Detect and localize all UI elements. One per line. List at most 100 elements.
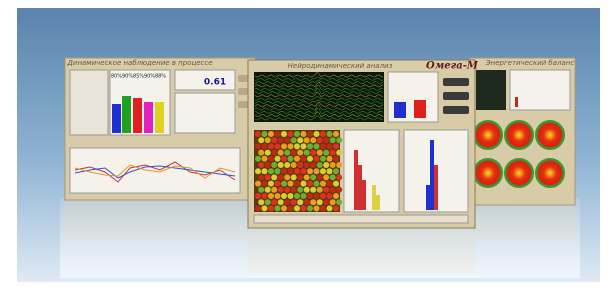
heat-cell — [265, 199, 271, 205]
heat-cell — [268, 193, 274, 199]
heat-cell — [275, 131, 281, 137]
heat-cell — [327, 156, 333, 162]
heat-cell — [278, 137, 284, 143]
heat-cell — [320, 143, 326, 149]
heat-cell — [291, 162, 297, 168]
heat-cell — [275, 143, 281, 149]
heat-cell — [262, 193, 268, 199]
bar — [144, 102, 153, 133]
window-left: Динамическое наблюдение в процессе 80%90… — [65, 58, 255, 200]
heat-cell — [301, 143, 307, 149]
heat-cell — [262, 168, 268, 174]
button[interactable] — [443, 106, 469, 114]
heat-cell — [255, 143, 261, 149]
window-center: Нейродинамический анализ Омега-М — [248, 60, 479, 228]
heat-cell — [297, 162, 303, 168]
bar — [133, 98, 142, 133]
percent-label: 90% — [122, 74, 133, 80]
spike — [515, 97, 518, 107]
heat-cell — [284, 137, 290, 143]
heat-cell — [297, 174, 303, 180]
heat-cell — [330, 187, 336, 193]
scope-panel — [476, 70, 506, 110]
button[interactable] — [443, 78, 469, 86]
percent-label: 90% — [144, 74, 155, 80]
heat-cell — [265, 150, 271, 156]
heat-cell — [284, 174, 290, 180]
heat-cell — [323, 162, 329, 168]
heat-cell — [333, 181, 339, 187]
heat-cell — [294, 131, 300, 137]
heat-cell — [294, 156, 300, 162]
heat-cell — [301, 156, 307, 162]
heat-cell — [262, 131, 268, 137]
heat-cell — [323, 150, 329, 156]
heat-cell — [271, 199, 277, 205]
histogram-bar — [430, 140, 434, 210]
heat-cell — [327, 143, 333, 149]
heat-cell — [336, 150, 342, 156]
heat-cell — [271, 137, 277, 143]
heat-cell — [314, 168, 320, 174]
heat-cell — [294, 205, 300, 211]
heat-cell — [297, 137, 303, 143]
heat-cell — [301, 168, 307, 174]
heat-cell — [310, 199, 316, 205]
heat-cell — [333, 168, 339, 174]
heat-cell — [288, 181, 294, 187]
heat-cell — [275, 156, 281, 162]
heat-cell — [310, 174, 316, 180]
bar — [414, 100, 426, 118]
heat-cell — [281, 156, 287, 162]
heat-cell — [330, 162, 336, 168]
heat-cell — [265, 187, 271, 193]
topo-map — [474, 121, 502, 149]
heat-cell — [314, 205, 320, 211]
heat-cell — [323, 174, 329, 180]
heat-cell — [304, 162, 310, 168]
heat-cell — [281, 168, 287, 174]
bar — [122, 96, 131, 133]
bar — [112, 104, 121, 133]
heat-cell — [327, 181, 333, 187]
heat-cell — [314, 131, 320, 137]
heat-cell — [278, 162, 284, 168]
heat-cell — [310, 162, 316, 168]
heat-cell — [275, 168, 281, 174]
heat-cell — [278, 187, 284, 193]
heat-cell — [275, 181, 281, 187]
heat-cell — [320, 205, 326, 211]
heat-cell — [265, 174, 271, 180]
heat-cell — [333, 131, 339, 137]
heat-cell — [336, 187, 342, 193]
heat-cell — [330, 150, 336, 156]
heat-cell — [323, 137, 329, 143]
heat-cell — [330, 174, 336, 180]
heat-cell — [301, 131, 307, 137]
heat-cell — [333, 193, 339, 199]
heat-cell — [307, 156, 313, 162]
percent-label: 85% — [133, 74, 144, 80]
heat-cell — [278, 199, 284, 205]
heat-cell — [268, 205, 274, 211]
heat-cell — [275, 193, 281, 199]
heat-cell — [327, 131, 333, 137]
heat-cell — [271, 187, 277, 193]
button[interactable] — [443, 92, 469, 100]
logo: Омега-М — [426, 61, 479, 72]
heat-cell — [284, 187, 290, 193]
heat-cell — [301, 181, 307, 187]
heat-cell — [268, 156, 274, 162]
heat-cell — [281, 143, 287, 149]
heat-cell — [304, 199, 310, 205]
histogram-bar — [354, 150, 358, 210]
heat-cell — [320, 131, 326, 137]
heat-cell — [265, 137, 271, 143]
heat-cell — [320, 156, 326, 162]
heat-cell — [258, 150, 264, 156]
heat-cell — [314, 156, 320, 162]
table — [70, 70, 108, 135]
histogram-bar — [426, 185, 430, 210]
page: {"windows": [ {"title": "Динамическое на… — [0, 0, 616, 294]
heat-cell — [336, 174, 342, 180]
